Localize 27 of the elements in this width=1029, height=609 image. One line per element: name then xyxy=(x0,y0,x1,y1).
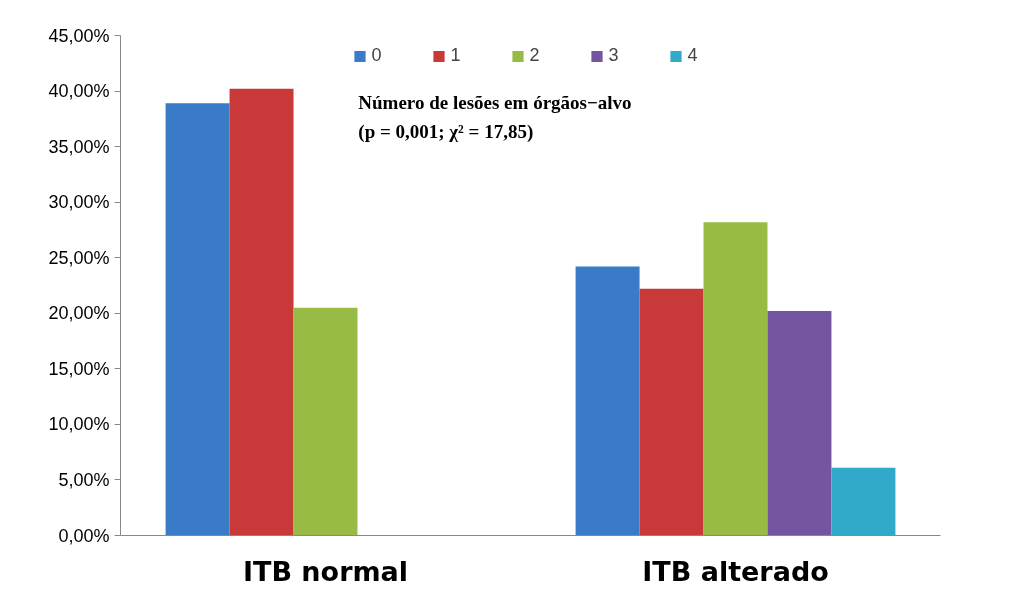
x-tick-label: ITB alterado xyxy=(642,555,829,587)
y-tick-label: 15,00% xyxy=(48,358,110,379)
annotation: Número de lesões em órgãos−alvo xyxy=(358,91,632,113)
bar xyxy=(575,266,640,536)
y-tick-label: 0,00% xyxy=(58,525,110,546)
y-tick-label: 45,00% xyxy=(48,25,110,46)
y-tick-label: 35,00% xyxy=(48,136,110,157)
annotation: (p = 0,001; χ² = 17,85) xyxy=(358,120,534,143)
y-tick-label: 30,00% xyxy=(48,192,110,213)
legend-label: 2 xyxy=(529,45,541,66)
y-tick-label: 25,00% xyxy=(48,247,110,268)
y-tick-label: 40,00% xyxy=(48,81,110,102)
bar xyxy=(767,311,832,536)
bar xyxy=(639,288,704,536)
legend-label: 4 xyxy=(687,45,699,66)
y-tick-label: 5,00% xyxy=(58,469,110,490)
legend-label: 1 xyxy=(450,45,462,66)
bar xyxy=(293,307,358,536)
bar xyxy=(229,88,294,536)
legend-label: 0 xyxy=(371,45,383,66)
y-tick-label: 10,00% xyxy=(48,414,110,435)
legend-label: 3 xyxy=(608,45,620,66)
y-tick-label: 20,00% xyxy=(48,303,110,324)
bar xyxy=(165,103,230,536)
x-tick-label: ITB normal xyxy=(242,555,409,587)
bar xyxy=(831,467,896,536)
bar xyxy=(703,222,768,536)
